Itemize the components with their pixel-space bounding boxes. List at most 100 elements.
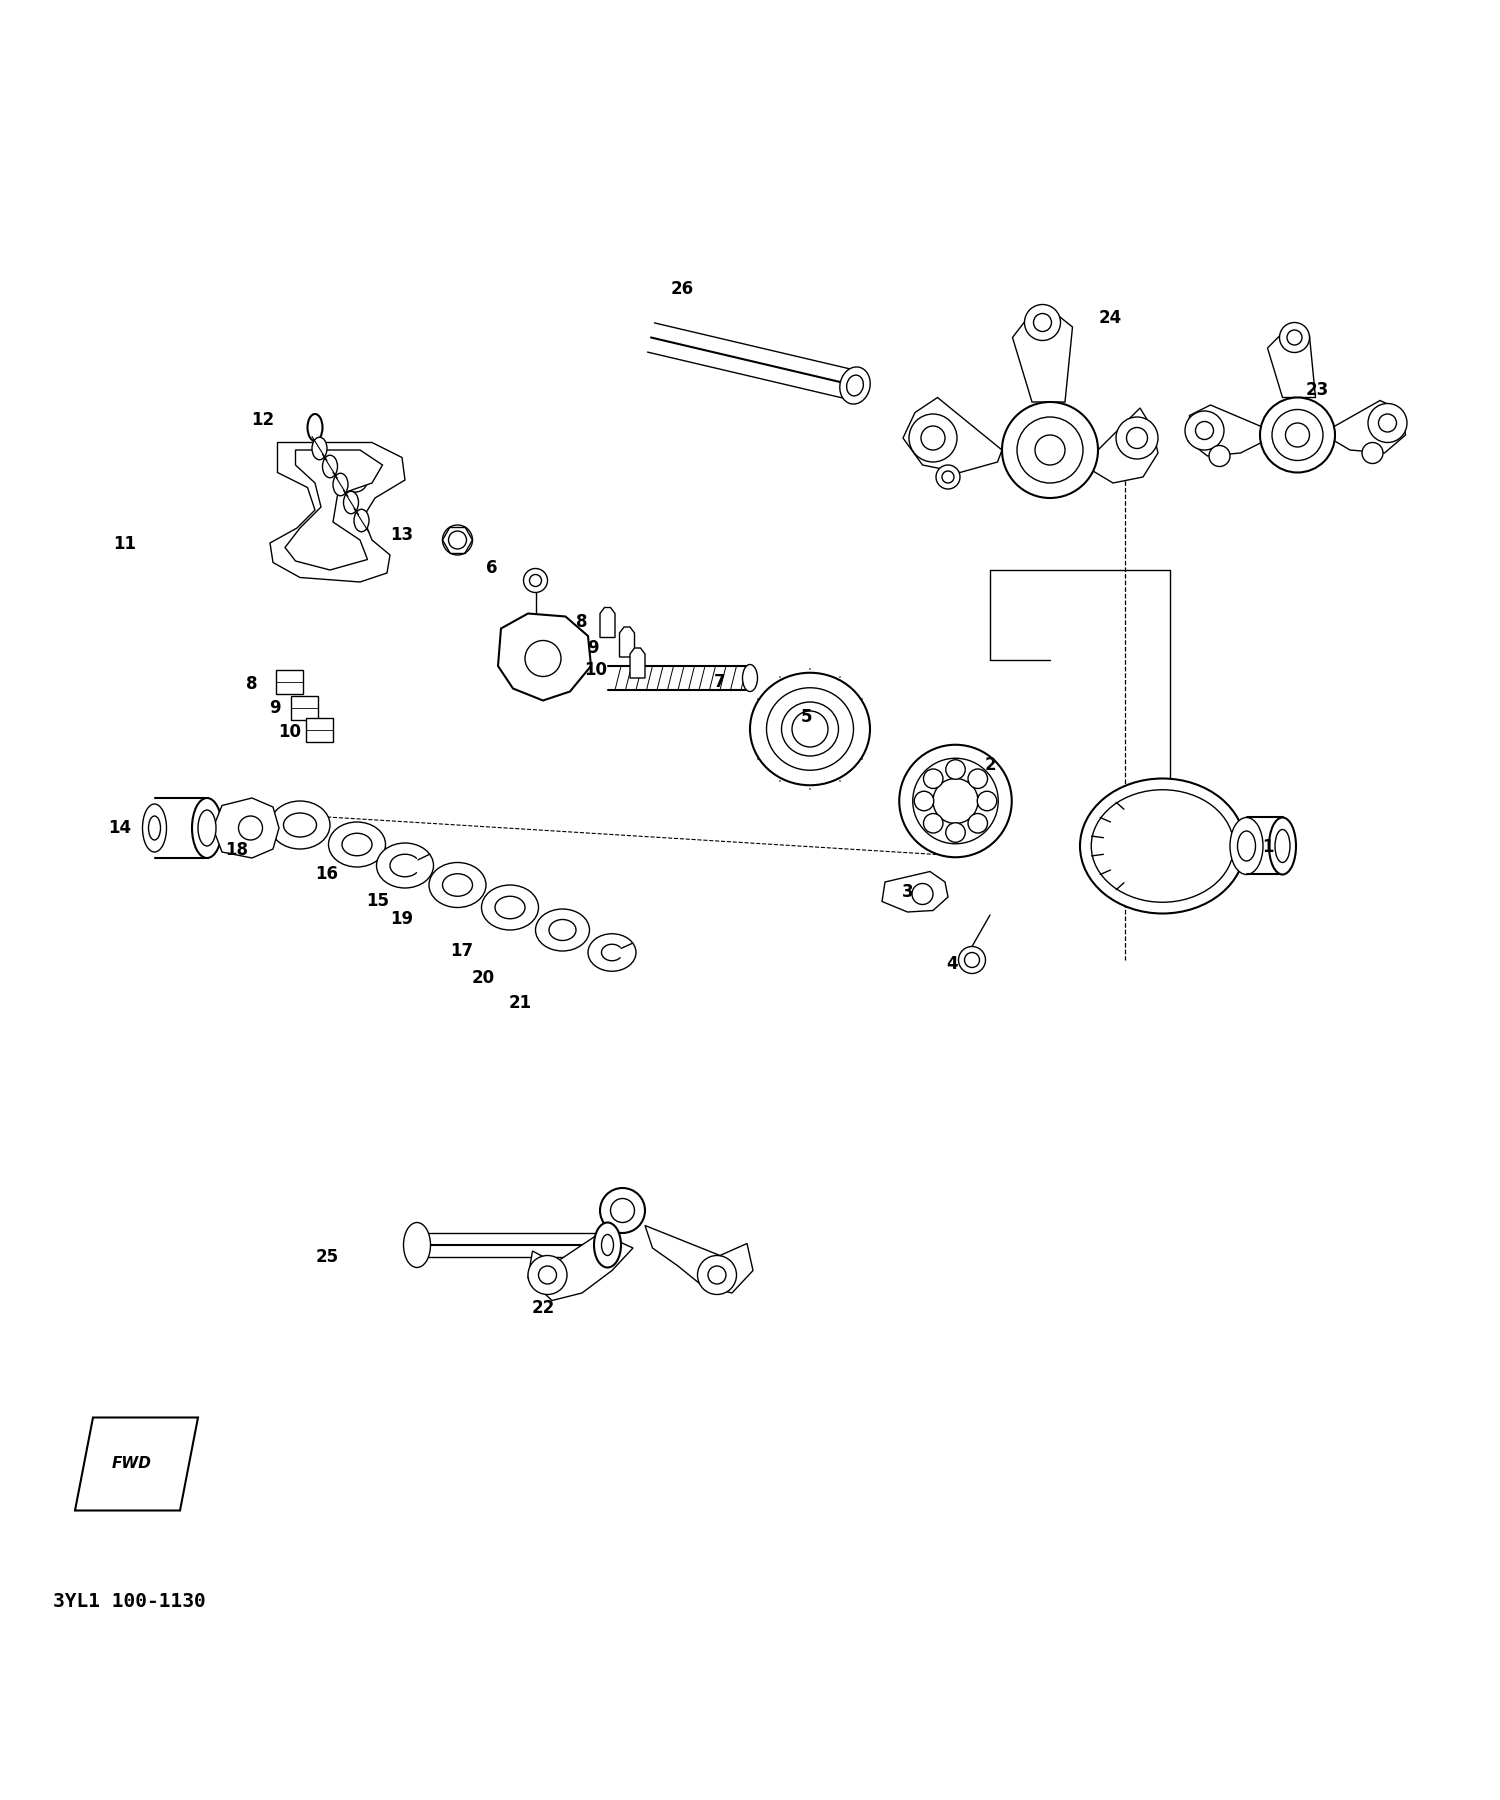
Polygon shape: [285, 450, 382, 571]
Ellipse shape: [536, 909, 590, 950]
Ellipse shape: [142, 805, 166, 851]
Polygon shape: [630, 648, 645, 679]
Polygon shape: [1268, 329, 1316, 398]
Circle shape: [344, 468, 368, 491]
Ellipse shape: [602, 1235, 613, 1256]
Polygon shape: [600, 607, 615, 637]
Ellipse shape: [742, 664, 758, 691]
Text: 24: 24: [1098, 310, 1122, 328]
Text: 8: 8: [576, 614, 588, 632]
Circle shape: [538, 1265, 556, 1283]
Ellipse shape: [354, 509, 369, 531]
Text: FWD: FWD: [112, 1456, 152, 1472]
Circle shape: [1116, 418, 1158, 459]
Circle shape: [442, 526, 472, 554]
Circle shape: [1002, 401, 1098, 499]
Ellipse shape: [912, 758, 999, 844]
Circle shape: [1035, 436, 1065, 464]
Circle shape: [708, 1265, 726, 1283]
Text: 3YL1 100-1130: 3YL1 100-1130: [53, 1591, 206, 1611]
Polygon shape: [1013, 315, 1072, 401]
Circle shape: [1378, 414, 1396, 432]
Text: 14: 14: [108, 819, 132, 837]
Polygon shape: [528, 1233, 633, 1300]
Text: 7: 7: [714, 673, 726, 691]
Ellipse shape: [404, 1222, 430, 1267]
Ellipse shape: [342, 833, 372, 855]
Ellipse shape: [322, 455, 338, 477]
Circle shape: [945, 760, 966, 779]
Ellipse shape: [1238, 832, 1256, 860]
Polygon shape: [882, 871, 948, 913]
Ellipse shape: [1090, 790, 1233, 902]
Text: 2: 2: [984, 756, 996, 774]
Polygon shape: [1188, 405, 1270, 455]
Text: 26: 26: [670, 281, 694, 299]
Polygon shape: [306, 718, 333, 742]
Circle shape: [792, 711, 828, 747]
Text: 4: 4: [946, 956, 958, 974]
Circle shape: [1185, 410, 1224, 450]
Text: 6: 6: [486, 560, 498, 578]
Ellipse shape: [766, 688, 853, 770]
Ellipse shape: [148, 815, 160, 841]
Text: 10: 10: [584, 661, 608, 679]
Circle shape: [1209, 446, 1230, 466]
Circle shape: [909, 414, 957, 463]
Ellipse shape: [308, 414, 322, 441]
Ellipse shape: [750, 673, 870, 785]
Ellipse shape: [594, 1222, 621, 1267]
Circle shape: [530, 574, 542, 587]
Polygon shape: [276, 670, 303, 695]
Polygon shape: [270, 443, 405, 581]
Polygon shape: [1324, 400, 1406, 454]
Text: 8: 8: [246, 675, 258, 693]
Circle shape: [238, 815, 262, 841]
Polygon shape: [498, 614, 591, 700]
Polygon shape: [903, 398, 1002, 472]
Ellipse shape: [482, 886, 538, 931]
Text: 17: 17: [450, 941, 474, 959]
Text: 10: 10: [278, 724, 302, 742]
Circle shape: [978, 792, 996, 810]
Ellipse shape: [1230, 817, 1263, 875]
Circle shape: [1287, 329, 1302, 346]
Ellipse shape: [549, 920, 576, 940]
Circle shape: [1024, 304, 1060, 340]
Circle shape: [921, 427, 945, 450]
Circle shape: [942, 472, 954, 482]
Circle shape: [945, 823, 966, 842]
Ellipse shape: [198, 810, 216, 846]
Circle shape: [528, 1256, 567, 1294]
Circle shape: [610, 1199, 634, 1222]
Ellipse shape: [333, 473, 348, 495]
Circle shape: [524, 569, 548, 592]
Circle shape: [924, 814, 944, 833]
Ellipse shape: [840, 367, 870, 403]
Circle shape: [964, 952, 980, 967]
Circle shape: [936, 464, 960, 490]
Ellipse shape: [328, 823, 386, 868]
Polygon shape: [291, 697, 318, 720]
Circle shape: [968, 814, 987, 833]
Polygon shape: [645, 1226, 753, 1292]
Ellipse shape: [284, 814, 316, 837]
Circle shape: [1034, 313, 1052, 331]
Ellipse shape: [442, 873, 472, 896]
Circle shape: [320, 547, 340, 569]
Text: 5: 5: [801, 707, 813, 725]
Circle shape: [1272, 410, 1323, 461]
Circle shape: [698, 1256, 736, 1294]
Ellipse shape: [900, 745, 1011, 857]
Ellipse shape: [192, 797, 222, 859]
Polygon shape: [620, 626, 634, 657]
Ellipse shape: [933, 778, 978, 824]
Ellipse shape: [270, 801, 330, 850]
Circle shape: [1260, 398, 1335, 472]
Text: 18: 18: [225, 841, 249, 859]
Text: 22: 22: [531, 1300, 555, 1318]
Circle shape: [1196, 421, 1214, 439]
Circle shape: [1126, 427, 1148, 448]
Text: 9: 9: [268, 698, 280, 716]
Text: 19: 19: [390, 911, 414, 929]
